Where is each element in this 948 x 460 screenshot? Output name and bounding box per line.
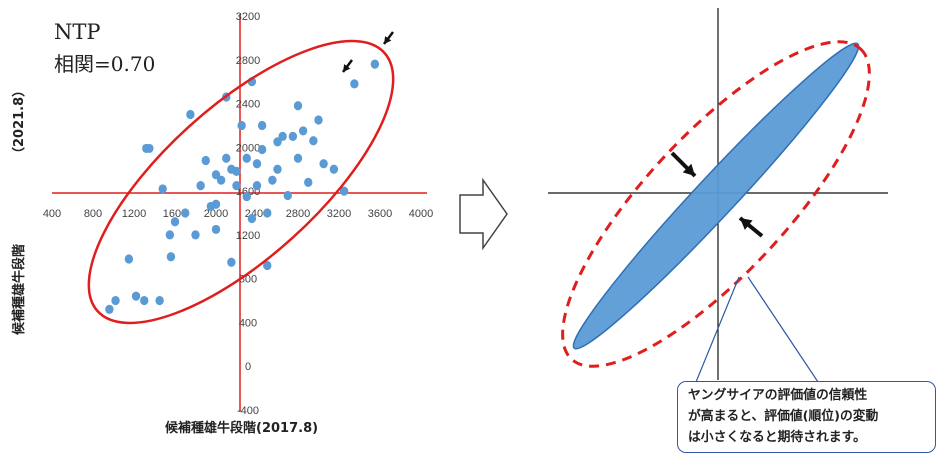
y-tick-label: 2000 [236, 142, 260, 154]
y-axis-label: 候補種雄牛段階 [8, 244, 27, 335]
data-point [252, 159, 262, 169]
y-axis-label-suffix: （2021.8） [12, 83, 27, 160]
data-point [278, 131, 287, 141]
data-point [319, 159, 328, 169]
y-tick-label: 2800 [236, 55, 260, 67]
data-point [288, 131, 298, 141]
y-tick-label: -400 [237, 405, 259, 417]
data-point [242, 153, 251, 163]
correlation-ellipse [87, 39, 395, 325]
x-tick-label: 1200 [122, 208, 146, 220]
arrow-top-point-head [384, 36, 392, 44]
data-point [283, 190, 292, 201]
data-point [186, 109, 195, 120]
data-point [293, 153, 303, 163]
data-point [252, 181, 262, 191]
x-tick-label: 800 [84, 208, 102, 220]
y-tick-label: 1200 [236, 230, 260, 242]
callout-line-3: は小さくなると期待されます。 [688, 430, 866, 445]
data-point [257, 144, 267, 155]
data-point [155, 295, 164, 306]
data-point [329, 164, 339, 174]
data-point [211, 199, 221, 209]
x-tick-label: 3200 [327, 208, 351, 220]
y-axis-label-main: 候補種雄牛段階 [12, 243, 27, 335]
arrow-inward-upper-head [682, 163, 695, 176]
y-axis-label-date: （2021.8） [8, 84, 27, 160]
x-tick-label: 2800 [286, 208, 310, 220]
y-tick-label: 0 [245, 361, 251, 373]
data-point [263, 260, 272, 271]
x-tick-label: 4000 [409, 208, 433, 220]
data-point [196, 181, 205, 191]
data-point [158, 184, 167, 194]
x-tick-label: 2000 [204, 208, 228, 220]
data-point [124, 254, 134, 264]
data-point [111, 295, 120, 306]
data-point [304, 177, 313, 187]
x-axis-label-main: 候補種雄牛段階 [165, 421, 257, 436]
data-point [263, 208, 272, 218]
data-point [222, 153, 231, 163]
data-point [181, 208, 190, 218]
callout-line-1: ヤングサイアの評価値の信頼性 [688, 388, 868, 403]
data-point [145, 143, 154, 154]
chart-title-trait: NTP [54, 20, 101, 44]
y-tick-label: 3200 [236, 11, 260, 23]
data-point [293, 101, 303, 111]
data-point [105, 304, 114, 314]
data-point [191, 230, 200, 240]
arrow-inward-lower-head [740, 218, 753, 230]
data-point [165, 230, 175, 240]
narrow-ellipse [572, 42, 860, 350]
data-point [370, 59, 380, 69]
y-tick-label: 400 [239, 317, 257, 329]
data-point [247, 213, 257, 224]
right-arrow-outline-icon [459, 177, 508, 251]
data-point [211, 224, 221, 235]
explanation-callout: ヤングサイアの評価値の信頼性 が高まると、評価値(順位)の変動 は小さくなると期… [677, 381, 936, 453]
data-point [227, 257, 236, 267]
data-point [242, 191, 251, 202]
callout-pointer-right [747, 276, 819, 383]
data-point [140, 295, 149, 306]
data-point [298, 126, 308, 136]
data-point [232, 166, 241, 177]
data-point [131, 291, 141, 301]
data-point [273, 164, 282, 174]
data-point [314, 115, 323, 125]
y-tick-label: 800 [239, 274, 257, 286]
data-point [350, 79, 359, 89]
data-point [216, 175, 226, 185]
dashed-wide-ellipse [561, 40, 871, 368]
data-point [268, 175, 277, 185]
x-axis-label: 候補種雄牛段階(2017.8) [165, 417, 318, 436]
data-point [201, 155, 210, 166]
y-tick-label: 1600 [236, 186, 260, 198]
x-tick-label: 400 [43, 208, 61, 220]
x-axis-label-suffix: (2017.8) [256, 421, 319, 436]
arrow-second-point-head [343, 64, 351, 72]
callout-line-2: が高まると、評価値(順位)の変動 [688, 409, 879, 424]
data-point [257, 120, 267, 131]
callout-pointer-left [695, 276, 740, 383]
data-point [170, 217, 180, 227]
y-tick-label: 2400 [236, 99, 260, 111]
x-tick-label: 3600 [368, 208, 392, 220]
data-point [166, 252, 176, 262]
chart-title-correlation: 相関=0.70 [54, 52, 156, 76]
data-point [309, 136, 318, 146]
x-tick-label: 1600 [163, 208, 187, 220]
data-point [237, 120, 246, 131]
data-point [339, 186, 349, 196]
data-point [232, 181, 241, 191]
